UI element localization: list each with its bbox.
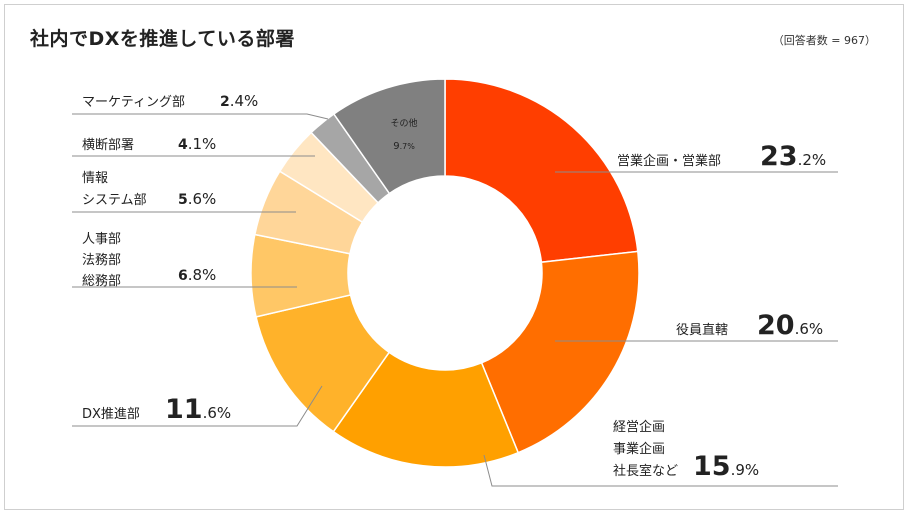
slice-label: その他 9.7% [390, 117, 417, 152]
slice-name: 人事部 [82, 232, 121, 247]
slice-name: 社長室など [613, 463, 678, 479]
donut-slice [332, 351, 520, 468]
slice-name: その他 [390, 117, 417, 129]
slice-name: DX推進部 [82, 407, 140, 422]
slice-name: 情報 [82, 171, 108, 186]
slice-name: 経営企画 [613, 419, 665, 435]
respondent-count-note: （回答者数 = 967） [772, 34, 876, 47]
slice-label: マーケティング部 2.4% [72, 92, 329, 120]
slice-value: 9.7% [393, 141, 415, 152]
donut-slice [332, 78, 446, 195]
slice-label: 横断部署 4.1% [72, 135, 315, 157]
slice-value: 23.2% [760, 141, 826, 172]
slice-name: 事業企画 [613, 441, 665, 457]
slice-name: 横断部署 [82, 138, 134, 153]
slice-name: 営業企画・営業部 [617, 153, 721, 169]
slice-name: 総務部 [82, 274, 121, 289]
donut-slice [480, 250, 640, 454]
slice-label: 役員直轄 20.6% [555, 310, 838, 342]
donut-slice [444, 78, 639, 264]
slice-value: 15.9% [693, 451, 759, 482]
slice-label: 営業企画・営業部 23.2% [555, 141, 838, 173]
slice-name: 法務部 [82, 253, 121, 268]
slice-value: 5.6% [178, 190, 216, 208]
slice-name: マーケティング部 [82, 95, 185, 110]
slice-value: 6.8% [178, 266, 216, 284]
leader-line [483, 454, 838, 487]
leader-line [72, 113, 329, 120]
slice-value: 11.6% [165, 394, 231, 425]
chart-title: 社内でDXを推進している部署 [30, 28, 295, 50]
slice-label: DX推進部 11.6% [72, 385, 323, 427]
leader-line [72, 385, 323, 427]
slice-value: 4.1% [178, 135, 216, 153]
slice-value: 20.6% [757, 310, 823, 341]
slice-value: 2.4% [220, 92, 258, 110]
slice-name: システム部 [82, 193, 147, 208]
slice-name: 役員直轄 [676, 322, 728, 338]
